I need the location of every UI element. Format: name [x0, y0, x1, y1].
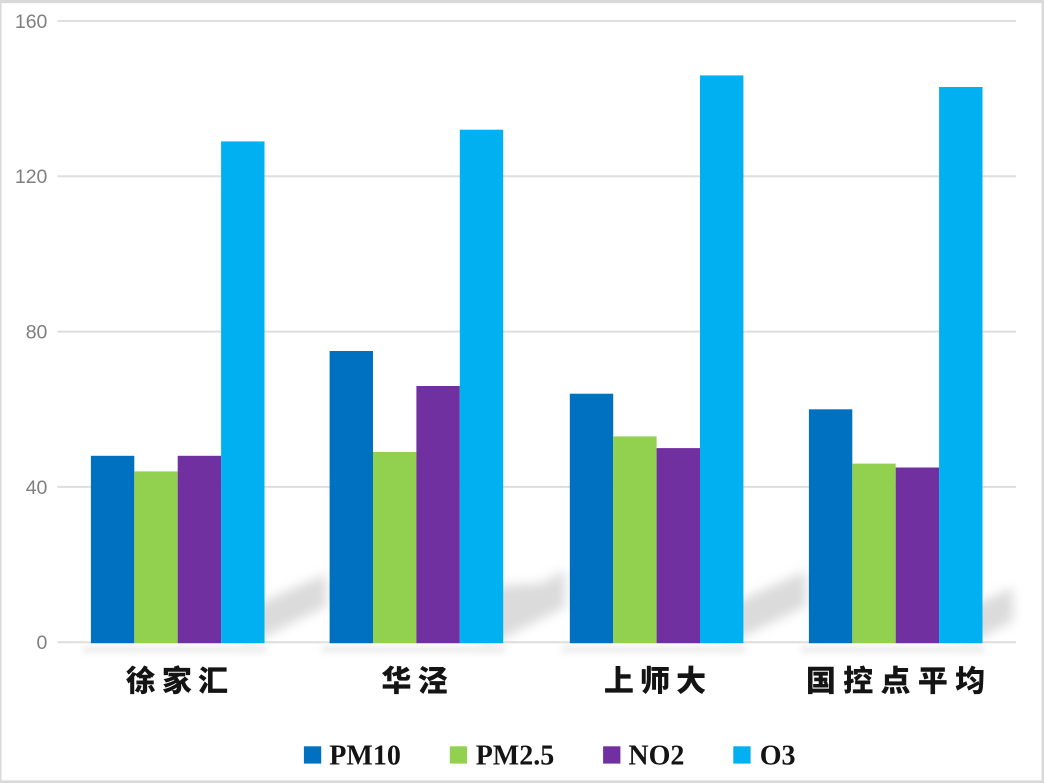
svg-text:160: 160: [15, 11, 48, 33]
svg-text:PM10: PM10: [329, 741, 401, 772]
svg-text:O3: O3: [760, 741, 796, 772]
svg-text:120: 120: [15, 166, 48, 188]
svg-text:PM2.5: PM2.5: [476, 741, 555, 772]
svg-text:80: 80: [26, 322, 48, 344]
svg-text:40: 40: [26, 477, 48, 499]
svg-text:0: 0: [37, 632, 48, 654]
svg-text:NO2: NO2: [628, 741, 684, 772]
